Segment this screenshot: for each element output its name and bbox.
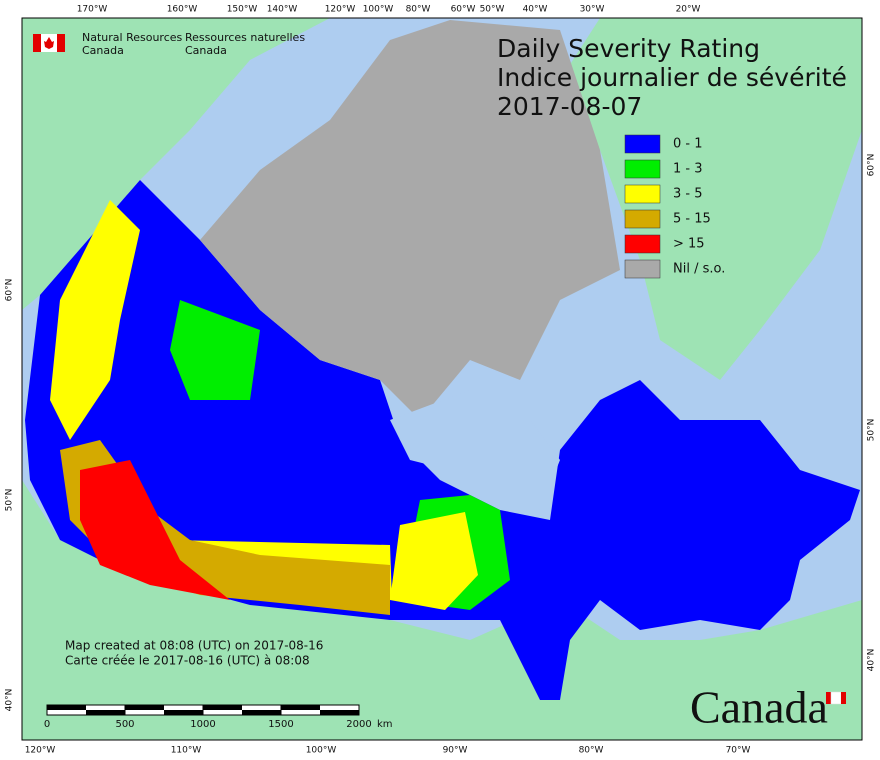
longitude-label: 30°W <box>580 5 605 15</box>
org-en: Natural Resources <box>82 31 183 44</box>
longitude-label: 80°W <box>579 746 604 756</box>
org-en: Canada <box>82 44 124 57</box>
legend-swatch <box>624 159 661 179</box>
yellow-zone <box>390 512 478 610</box>
flag-bar <box>826 692 831 704</box>
title: 2017-08-07 <box>497 92 642 121</box>
scale-label: 500 <box>115 719 134 730</box>
longitude-label: 170°W <box>77 5 108 15</box>
longitude-label: 100°W <box>306 746 337 756</box>
greenland <box>560 18 862 380</box>
legend-swatch <box>624 134 661 154</box>
scale-label: 0 <box>44 719 50 730</box>
wordmark: Canada <box>690 682 846 733</box>
scale-bar-segment <box>164 710 203 715</box>
title: Daily Severity Rating <box>497 34 760 63</box>
longitude-label: 150°W <box>227 5 258 15</box>
longitude-label: 80°W <box>406 5 431 15</box>
scale-bar-segment <box>203 705 242 710</box>
legend-label: 1 - 3 <box>673 162 703 177</box>
nrcan-logo: Natural Resources Canada Ressources natu… <box>33 31 305 57</box>
hudson-bay <box>390 390 560 510</box>
scale-bar-segment <box>242 710 281 715</box>
longitude-label: 70°W <box>726 746 751 756</box>
arctic-nil <box>200 20 620 420</box>
org-fr: Ressources naturelles <box>185 31 305 44</box>
footer-note: Carte créée le 2017-08-16 (UTC) à 08:08 <box>65 654 310 668</box>
longitude-label: 110°W <box>171 746 202 756</box>
legend-label: 3 - 5 <box>673 187 703 202</box>
latitude-label: 60°N <box>5 279 15 302</box>
scale-bar-segment <box>320 710 359 715</box>
latitude-label: 50°N <box>5 489 15 512</box>
scale-bar-segment <box>281 705 320 710</box>
longitude-label: 120°W <box>25 746 56 756</box>
flag-bar <box>57 34 65 52</box>
canada-wordmark: Canada <box>690 682 828 733</box>
yellow-zone <box>50 200 140 440</box>
legend-label: 0 - 1 <box>673 137 703 152</box>
scale-label: 1500 <box>268 719 293 730</box>
scale-bar-segment <box>86 710 125 715</box>
flag-bar <box>841 692 846 704</box>
longitude-label: 160°W <box>167 5 198 15</box>
longitude-label: 40°W <box>523 5 548 15</box>
frame-border <box>21 17 863 741</box>
flag-bar <box>33 34 41 52</box>
scale-bar-segment <box>125 705 164 710</box>
longitude-label: 60°W <box>451 5 476 15</box>
usa <box>22 480 862 740</box>
latitude-label: 60°N <box>867 154 877 177</box>
legend-label: 5 - 15 <box>673 212 711 227</box>
footer-note: Map created at 08:08 (UTC) on 2017-08-16 <box>65 639 323 653</box>
flag-field <box>830 691 842 705</box>
longitude-label: 120°W <box>325 5 356 15</box>
scale-unit: km <box>377 719 393 730</box>
longitude-label: 90°W <box>443 746 468 756</box>
title: Indice journalier de sévérité <box>497 63 847 92</box>
org-fr: Canada <box>185 44 227 57</box>
longitude-label: 100°W <box>363 5 394 15</box>
scale-label: 1000 <box>190 719 215 730</box>
scale-label: 2000 <box>346 719 371 730</box>
longitude-label: 50°W <box>480 5 505 15</box>
legend-swatch <box>624 259 661 279</box>
longitude-label: 20°W <box>676 5 701 15</box>
legend-swatch <box>624 234 661 254</box>
map-frame <box>21 17 863 741</box>
legend-label: > 15 <box>673 237 705 252</box>
latitude-label: 50°N <box>867 419 877 442</box>
red-zone <box>80 460 230 600</box>
legend-swatch <box>624 184 661 204</box>
scale-bar-segment <box>47 705 86 710</box>
latitude-label: 40°N <box>867 649 877 672</box>
latitude-label: 40°N <box>5 689 15 712</box>
legend-swatch <box>624 209 661 229</box>
maple-leaf <box>44 37 54 49</box>
alaska <box>22 18 330 310</box>
green-zone <box>170 300 260 400</box>
longitude-label: 140°W <box>267 5 298 15</box>
legend-label: Nil / s.o. <box>673 262 725 277</box>
